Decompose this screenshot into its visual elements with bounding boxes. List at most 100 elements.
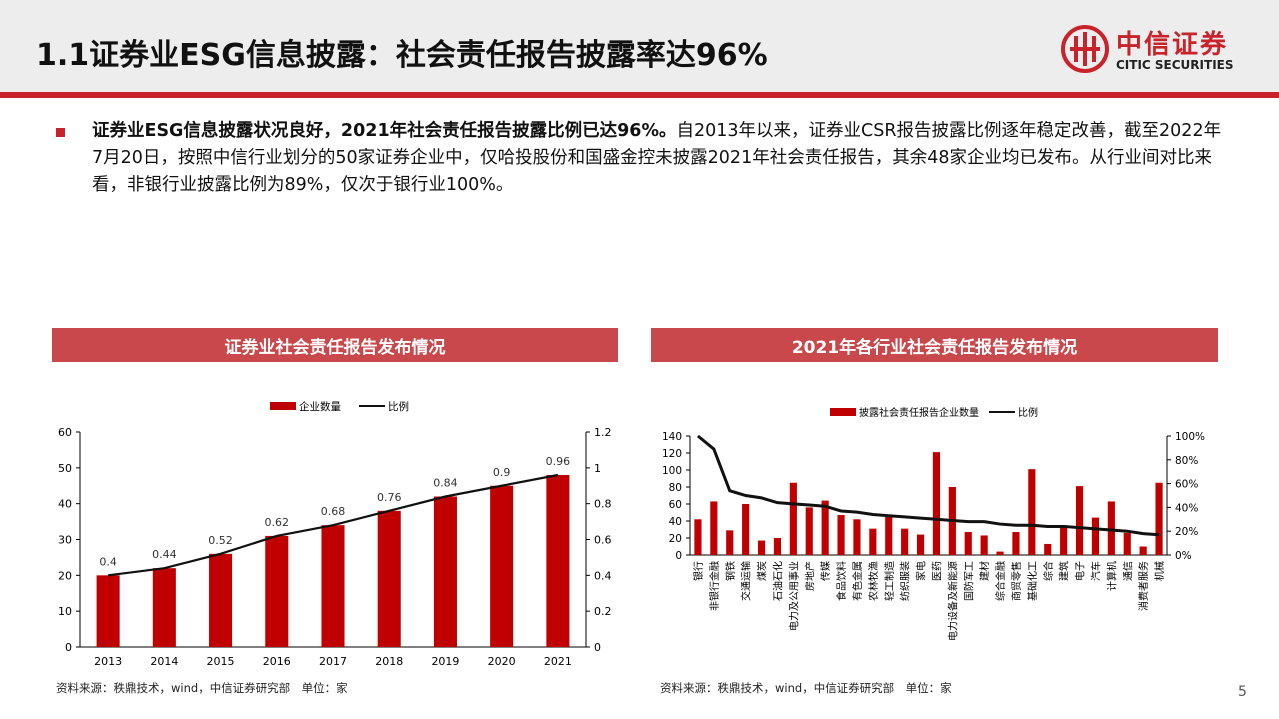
bar: [1044, 543, 1052, 555]
right-y-tick-label: 80%: [1175, 455, 1198, 467]
x-category-label: 机械: [1153, 561, 1166, 581]
left-y-tick-label: 140: [662, 431, 682, 443]
left-y-tick-label: 20: [58, 569, 72, 582]
left-y-tick-label: 0: [675, 550, 682, 562]
bar: [321, 525, 345, 647]
left-y-tick-label: 10: [58, 605, 72, 618]
bar: [1139, 546, 1147, 555]
right-y-tick-label: 0.2: [594, 605, 612, 618]
bar: [837, 515, 845, 555]
summary-paragraph: 证券业ESG信息披露状况良好，2021年社会责任报告披露比例已达96%。自201…: [92, 118, 1232, 199]
x-category-label: 食品饮料: [835, 561, 848, 601]
x-category-label: 纺织服装: [899, 561, 912, 601]
right-y-tick-label: 0.6: [594, 534, 612, 547]
left-y-tick-label: 50: [58, 462, 72, 475]
bar: [209, 553, 233, 647]
x-category-label: 房地产: [803, 561, 816, 591]
left-y-tick-label: 120: [662, 448, 682, 460]
left-y-tick-label: 80: [669, 482, 682, 494]
x-category-label: 有色金属: [851, 561, 864, 601]
bar: [1091, 517, 1100, 555]
x-category-label: 医药: [931, 561, 943, 581]
bar: [1123, 532, 1131, 555]
logo-text-cn: 中信证券: [1116, 30, 1229, 60]
x-category-label: 石油石化: [771, 561, 784, 601]
bar: [853, 519, 861, 555]
bar: [377, 510, 401, 647]
left-y-tick-label: 60: [58, 426, 72, 439]
bar: [1075, 486, 1084, 555]
x-category-label: 国防军工: [962, 561, 975, 601]
right-y-tick-label: 0%: [1175, 550, 1192, 562]
x-category-label: 2020: [488, 655, 516, 668]
bar: [980, 535, 988, 555]
bar: [932, 452, 941, 555]
bar: [757, 540, 766, 555]
right-source-note: 资料来源：秩鼎技术，wind，中信证券研究部 单位：家: [660, 681, 952, 695]
bar: [885, 515, 893, 555]
left-y-tick-label: 20: [669, 533, 682, 545]
data-label: 0.52: [208, 534, 233, 547]
x-category-label: 建材: [978, 561, 991, 581]
x-category-label: 交通运输: [740, 561, 753, 601]
right-y-tick-label: 1.2: [594, 426, 612, 439]
x-category-label: 2014: [150, 655, 178, 668]
x-category-label: 电力设备及新能源: [946, 561, 959, 641]
x-category-label: 综合: [1042, 561, 1055, 581]
bar: [1155, 482, 1163, 555]
right-y-tick-label: 1: [594, 462, 601, 475]
x-category-label: 2019: [431, 655, 459, 668]
x-category-label: 计算机: [1105, 561, 1118, 591]
page-number: 5: [1238, 684, 1247, 700]
x-category-label: 传媒: [820, 561, 832, 581]
ratio-line: [696, 434, 1160, 537]
bar: [964, 532, 972, 555]
bar: [773, 538, 782, 555]
right-y-tick-label: 0.8: [594, 498, 612, 511]
bar: [265, 535, 289, 647]
securities-csr-chart: 0 10 20 30 40 50 60 0 0.2 0.4 0.6 0.8 1 1.2 0.4 0.44 0.5…: [58, 400, 612, 668]
data-label: 0.9: [493, 466, 511, 479]
bar: [152, 568, 176, 647]
x-category-label: 基础化工: [1026, 561, 1039, 601]
x-category-label: 电子: [1074, 561, 1087, 581]
summary-lead: 证券业ESG信息披露状况良好，2021年社会责任报告披露比例已达96%。: [92, 121, 677, 141]
bullet-square-icon: [56, 128, 65, 137]
data-label: 0.44: [152, 548, 177, 561]
bar: [1028, 469, 1036, 555]
x-category-label: 2016: [263, 655, 291, 668]
bar: [96, 575, 120, 647]
ratio-line: [107, 473, 559, 577]
left-y-tick-label: 30: [58, 534, 72, 547]
bar: [726, 530, 734, 555]
legend-line-label: 比例: [388, 400, 409, 413]
x-category-label: 通信: [1122, 561, 1134, 581]
header-band: [0, 0, 1279, 92]
left-y-tick-label: 60: [669, 499, 682, 511]
data-label: 0.96: [546, 455, 571, 468]
data-label: 0.84: [433, 477, 458, 490]
x-category-label: 非银行金融: [708, 561, 721, 611]
bar: [916, 534, 925, 555]
bar: [789, 482, 797, 555]
data-label: 0.62: [265, 516, 290, 529]
x-category-label: 汽车: [1089, 561, 1102, 581]
industry-csr-chart: 0 20 40 60 80 100 120 140 0% 20% 40% 60% 80% 100% 银行 非银…: [662, 406, 1205, 641]
bar: [710, 501, 718, 555]
bar: [1012, 532, 1020, 555]
data-label: 0.76: [377, 491, 402, 504]
x-category-label: 2017: [319, 655, 347, 668]
x-category-label: 商贸零售: [1010, 561, 1023, 601]
bar: [1107, 501, 1115, 555]
bar: [433, 496, 457, 647]
bar: [742, 504, 750, 555]
x-category-label: 家电: [915, 561, 928, 581]
summary-body: 自2013年以来，证券业CSR报告披露比例逐年稳定改善，截至2022年7月20日…: [92, 121, 1222, 195]
x-category-label: 煤炭: [756, 561, 769, 581]
citic-emblem-icon: [1061, 25, 1109, 73]
right-y-tick-label: 0: [594, 641, 601, 654]
right-y-tick-label: 100%: [1175, 431, 1205, 443]
legend-bar-swatch: [270, 402, 296, 410]
left-y-tick-label: 40: [58, 498, 72, 511]
x-category-label: 2015: [207, 655, 235, 668]
